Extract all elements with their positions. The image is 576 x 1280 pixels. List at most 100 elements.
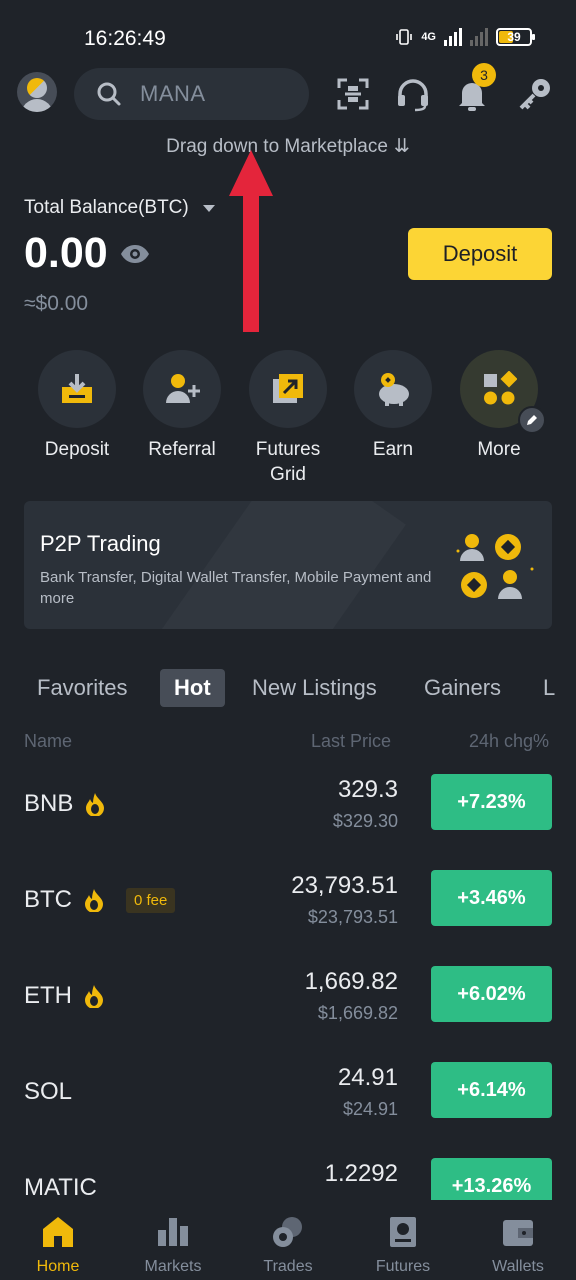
market-row-matic[interactable]: MATIC 1.2292 +13.26% <box>0 1142 576 1200</box>
market-row-btc[interactable]: BTC 0 fee 23,793.51 $23,793.51 +3.46% <box>0 854 576 950</box>
market-row-sol[interactable]: SOL 24.91 $24.91 +6.14% <box>0 1046 576 1142</box>
p2p-trading-banner[interactable]: P2P Trading Bank Transfer, Digital Walle… <box>24 501 552 629</box>
market-price: 1.2292 <box>324 1160 398 1187</box>
headset-icon[interactable] <box>395 76 431 112</box>
market-row-eth[interactable]: ETH 1,669.82 $1,669.82 +6.02% <box>0 950 576 1046</box>
status-icons: 4G 39 <box>395 28 535 46</box>
p2p-illustration-icon <box>456 534 534 599</box>
nav-label: Wallets <box>492 1258 544 1275</box>
search-placeholder: MANA <box>140 81 206 106</box>
red-arrow-annotation <box>229 150 273 332</box>
markets-icon <box>158 1218 188 1246</box>
column-last-price[interactable]: Last Price <box>311 731 392 751</box>
market-price: 24.91 <box>337 1064 398 1091</box>
fire-icon <box>85 985 103 1008</box>
market-symbol: ETH <box>24 982 72 1009</box>
more-icon <box>484 371 517 405</box>
tab-more-cut[interactable]: L <box>543 675 556 700</box>
nav-wallets[interactable]: Wallets <box>468 1214 568 1276</box>
notification-badge: 3 <box>472 63 496 87</box>
bottom-nav: Home Markets Trades Futures Wallets <box>0 1200 576 1280</box>
quick-action-label: Deposit <box>44 439 110 460</box>
key-icon[interactable] <box>517 76 553 112</box>
drag-to-marketplace-hint[interactable]: Drag down to Marketplace ⇊ <box>0 135 576 158</box>
search-icon <box>97 82 121 106</box>
market-price: 329.3 <box>337 776 398 803</box>
quick-action-more[interactable]: More <box>444 350 554 462</box>
scan-icon[interactable] <box>335 76 371 112</box>
status-bar: 16:26:49 4G 39 <box>0 0 576 70</box>
market-list: BNB 329.3 $329.30 +7.23% BTC 0 fee 23,79… <box>0 758 576 1200</box>
market-usd-price: $329.30 <box>332 811 398 831</box>
nav-label: Markets <box>144 1258 202 1275</box>
p2p-title: P2P Trading <box>40 531 161 556</box>
tab-gainers[interactable]: Gainers <box>424 675 502 700</box>
quick-action-referral[interactable]: Referral <box>127 350 237 462</box>
balance-row: 0.00 <box>24 229 150 278</box>
market-symbol: SOL <box>24 1078 73 1105</box>
nav-label: Trades <box>263 1258 313 1275</box>
market-change-badge[interactable]: +6.14% <box>431 1062 552 1118</box>
caret-down-icon <box>202 204 215 212</box>
total-balance-label: Total Balance(BTC) <box>24 197 189 218</box>
deposit-icon <box>62 374 92 403</box>
quick-action-earn[interactable]: Earn <box>338 350 448 462</box>
bell-icon[interactable] <box>454 76 490 112</box>
search-input[interactable]: MANA <box>74 68 309 120</box>
trades-icon <box>273 1217 302 1247</box>
signal-icon <box>444 28 462 46</box>
market-symbol: MATIC <box>24 1174 97 1200</box>
double-chevron-down-icon: ⇊ <box>393 136 410 157</box>
market-change-badge[interactable]: +13.26% <box>431 1158 552 1200</box>
nav-futures[interactable]: Futures <box>353 1214 453 1276</box>
fire-icon <box>86 793 105 816</box>
referral-icon <box>166 374 200 403</box>
zero-fee-tag: 0 fee <box>126 887 176 913</box>
drag-hint-label: Drag down to Marketplace <box>166 136 388 157</box>
p2p-subtitle: Bank Transfer, Digital Wallet Transfer, … <box>40 569 432 607</box>
tab-favorites[interactable]: Favorites <box>37 675 128 700</box>
balance-btc-value: 0.00 <box>24 229 108 277</box>
eye-icon[interactable] <box>120 243 150 265</box>
quick-action-futures-grid[interactable]: Futures Grid <box>233 350 343 487</box>
quick-action-deposit[interactable]: Deposit <box>22 350 132 462</box>
market-change-badge[interactable]: +6.02% <box>431 966 552 1022</box>
market-row-bnb[interactable]: BNB 329.3 $329.30 +7.23% <box>0 758 576 854</box>
market-change-badge[interactable]: +3.46% <box>431 870 552 926</box>
total-balance-selector[interactable]: Total Balance(BTC) <box>24 197 215 219</box>
nav-label: Home <box>36 1258 80 1275</box>
edit-icon[interactable] <box>518 406 546 434</box>
tab-new-listings[interactable]: New Listings <box>252 675 377 700</box>
top-bar: MANA 3 <box>0 63 576 122</box>
quick-action-label: Earn <box>372 439 414 460</box>
deposit-button[interactable]: Deposit <box>408 228 552 280</box>
market-change-badge[interactable]: +7.23% <box>431 774 552 830</box>
fire-icon <box>85 889 103 912</box>
market-price: 1,669.82 <box>304 968 398 995</box>
market-price: 23,793.51 <box>291 872 398 899</box>
piggy-bank-icon <box>379 373 409 406</box>
market-usd-price: $23,793.51 <box>307 907 398 927</box>
column-name: Name <box>24 731 73 751</box>
quick-action-label: Referral <box>148 439 216 460</box>
market-usd-price: $1,669.82 <box>317 1003 398 1023</box>
nav-home[interactable]: Home <box>8 1214 108 1276</box>
tab-hot[interactable]: Hot <box>160 669 225 707</box>
nav-label: Futures <box>375 1258 431 1275</box>
wallet-icon <box>503 1220 533 1246</box>
quick-action-label: Futures Grid <box>255 439 321 485</box>
futures-icon <box>390 1217 416 1247</box>
signal-2-icon <box>470 28 488 46</box>
market-tabs: Favorites Hot New Listings Gainers L <box>0 669 576 709</box>
column-24h-change[interactable]: 24h chg% <box>469 731 550 751</box>
battery-level: 39 <box>507 30 521 44</box>
vibrate-icon <box>396 29 413 45</box>
market-usd-price: $24.91 <box>342 1099 398 1119</box>
nav-markets[interactable]: Markets <box>123 1214 223 1276</box>
nav-trades[interactable]: Trades <box>238 1214 338 1276</box>
quick-action-label: More <box>477 439 521 460</box>
futures-grid-icon <box>273 374 303 403</box>
network-type: 4G <box>421 31 436 43</box>
market-symbol: BNB <box>24 790 74 817</box>
avatar[interactable] <box>17 72 57 112</box>
